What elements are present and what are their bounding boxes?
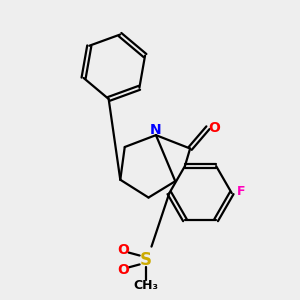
Text: O: O (117, 243, 129, 256)
Text: O: O (208, 121, 220, 135)
Text: O: O (117, 263, 129, 278)
Text: S: S (140, 251, 152, 269)
Text: F: F (237, 185, 245, 198)
Text: CH₃: CH₃ (133, 279, 158, 292)
Text: N: N (150, 123, 162, 137)
